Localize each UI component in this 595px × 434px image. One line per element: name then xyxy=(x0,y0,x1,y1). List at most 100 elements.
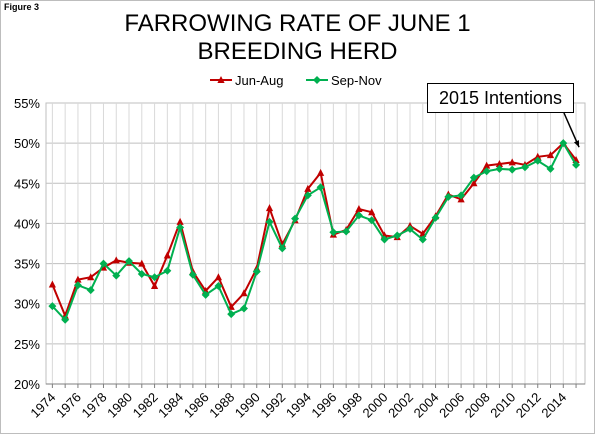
x-tick-label: 1984 xyxy=(155,390,186,421)
y-tick-label: 30% xyxy=(14,297,40,312)
y-tick-label: 55% xyxy=(14,96,40,111)
data-point-sep-nov xyxy=(406,225,415,234)
legend-marker-jun-aug xyxy=(217,76,225,83)
data-point-sep-nov xyxy=(342,227,351,236)
x-tick-label: 2010 xyxy=(487,390,518,421)
y-tick-label: 50% xyxy=(14,136,40,151)
x-tick-label: 2000 xyxy=(360,390,391,421)
x-tick-label: 2012 xyxy=(513,390,544,421)
data-point-sep-nov xyxy=(137,270,146,279)
data-point-jun-aug xyxy=(74,275,82,283)
data-point-sep-nov xyxy=(482,167,491,176)
x-tick-label: 1976 xyxy=(53,390,84,421)
data-point-sep-nov xyxy=(188,270,197,279)
data-point-sep-nov xyxy=(252,267,261,276)
data-point-jun-aug xyxy=(508,158,516,166)
data-point-sep-nov xyxy=(201,290,210,299)
x-tick-label: 1986 xyxy=(181,390,212,421)
data-point-jun-aug xyxy=(317,168,325,176)
x-tick-label: 1988 xyxy=(206,390,237,421)
x-tick-label: 2008 xyxy=(462,390,493,421)
x-tick-label: 2006 xyxy=(436,390,467,421)
x-tick-label: 2002 xyxy=(385,390,416,421)
data-point-sep-nov xyxy=(469,173,478,182)
data-point-jun-aug xyxy=(112,256,120,264)
data-point-jun-aug xyxy=(150,282,159,290)
data-point-sep-nov xyxy=(444,192,453,201)
y-tick-label: 35% xyxy=(14,257,40,272)
data-point-jun-aug xyxy=(546,151,555,159)
data-point-jun-aug xyxy=(495,160,504,168)
callout-box: 2015 Intentions xyxy=(427,83,574,113)
data-point-sep-nov xyxy=(520,163,529,172)
data-point-jun-aug xyxy=(304,184,312,192)
data-point-sep-nov xyxy=(291,214,300,223)
data-point-sep-nov xyxy=(316,183,325,192)
data-point-sep-nov xyxy=(125,257,134,266)
series-line-jun-aug xyxy=(51,141,577,319)
legend-marker-sep-nov xyxy=(313,76,321,84)
plot-area xyxy=(45,102,586,385)
data-point-jun-aug xyxy=(265,204,274,212)
data-point-jun-aug xyxy=(163,251,171,259)
data-point-jun-aug xyxy=(483,161,491,169)
data-point-sep-nov xyxy=(508,165,517,174)
data-point-sep-nov xyxy=(227,310,236,319)
data-point-sep-nov xyxy=(431,213,440,222)
x-tick-label: 1992 xyxy=(257,390,288,421)
data-point-sep-nov xyxy=(380,235,389,244)
data-point-jun-aug xyxy=(87,273,95,281)
x-tick-label: 2004 xyxy=(411,390,442,421)
data-point-jun-aug xyxy=(48,280,56,288)
data-point-jun-aug xyxy=(214,273,223,281)
data-point-sep-nov xyxy=(163,266,172,275)
y-tick-label: 40% xyxy=(14,216,40,231)
y-tick-label: 45% xyxy=(14,176,40,191)
data-point-sep-nov xyxy=(354,211,363,220)
x-tick-label: 1994 xyxy=(283,390,314,421)
data-point-sep-nov xyxy=(303,191,312,200)
data-point-sep-nov xyxy=(278,244,287,253)
x-tick-label: 2014 xyxy=(538,390,569,421)
data-point-sep-nov xyxy=(99,259,108,268)
data-point-sep-nov xyxy=(112,271,121,280)
x-tick-label: 1982 xyxy=(130,390,161,421)
data-point-jun-aug xyxy=(138,259,146,267)
chart-title-line-1: FARROWING RATE OF JUNE 1 xyxy=(124,10,471,37)
x-tick-label: 1978 xyxy=(79,390,110,421)
x-tick-label: 1998 xyxy=(334,390,365,421)
chart-title-line-2: BREEDING HERD xyxy=(197,38,398,65)
x-tick-label: 1980 xyxy=(104,390,135,421)
x-tick-label: 1996 xyxy=(308,390,339,421)
callout-arrow-head xyxy=(573,140,580,148)
data-point-sep-nov xyxy=(418,235,427,244)
legend-label-jun-aug: Jun-Aug xyxy=(235,73,283,88)
data-point-sep-nov xyxy=(86,286,95,295)
y-tick-label: 25% xyxy=(14,337,40,352)
data-point-jun-aug xyxy=(534,152,542,160)
data-point-sep-nov xyxy=(265,217,274,226)
data-point-sep-nov xyxy=(367,216,376,225)
x-tick-label: 1974 xyxy=(27,390,58,421)
data-point-sep-nov xyxy=(559,139,568,148)
data-point-sep-nov xyxy=(572,160,581,169)
data-point-sep-nov xyxy=(457,191,466,200)
data-point-jun-aug xyxy=(355,204,363,212)
data-point-sep-nov xyxy=(176,223,185,232)
data-point-sep-nov xyxy=(239,304,248,313)
data-point-sep-nov xyxy=(73,281,82,290)
data-point-jun-aug xyxy=(368,208,376,216)
y-tick-label: 20% xyxy=(14,377,40,392)
x-tick-label: 1990 xyxy=(232,390,263,421)
data-point-jun-aug xyxy=(470,179,478,187)
data-point-sep-nov xyxy=(495,164,504,173)
data-point-sep-nov xyxy=(48,302,57,311)
data-point-sep-nov xyxy=(214,282,223,291)
data-point-jun-aug xyxy=(240,289,248,297)
figure-label: Figure 3 xyxy=(4,2,40,12)
data-point-sep-nov xyxy=(533,156,542,165)
data-point-sep-nov xyxy=(150,273,159,282)
data-point-jun-aug xyxy=(176,217,184,225)
